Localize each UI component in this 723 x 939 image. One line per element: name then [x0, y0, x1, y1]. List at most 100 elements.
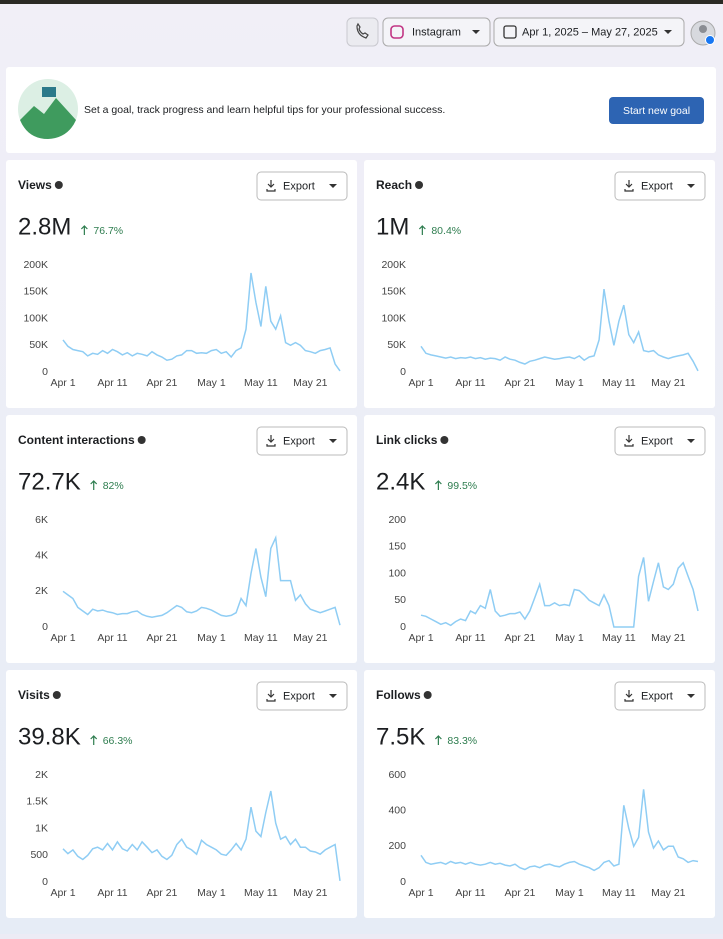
y-tick-label: 100K — [23, 312, 48, 324]
y-tick-label: 200 — [388, 514, 406, 526]
line — [62, 272, 341, 372]
x-tick-label: Apr 21 — [504, 632, 535, 644]
download-icon — [266, 435, 276, 447]
y-tick-label: 50K — [387, 339, 406, 351]
info-icon[interactable] — [54, 181, 63, 189]
platform-label: Instagram — [412, 26, 461, 38]
y-tick-label: 4K — [35, 549, 48, 561]
metric-card — [364, 415, 715, 663]
metric-change: 80.4% — [431, 225, 461, 237]
y-tick-label: 1.5K — [26, 796, 48, 808]
x-tick-label: Apr 11 — [97, 887, 127, 899]
y-tick-label: 200 — [388, 840, 406, 852]
up-arrow — [434, 480, 442, 490]
y-tick-label: 150 — [388, 541, 406, 553]
export-button[interactable] — [614, 171, 706, 201]
download-icon — [266, 180, 276, 192]
y-tick-label: 50K — [29, 339, 48, 351]
info-icon[interactable] — [440, 436, 449, 444]
x-tick-label: May 11 — [244, 632, 278, 644]
x-tick-label: Apr 21 — [504, 887, 535, 899]
metric-change: 83.3% — [447, 735, 477, 747]
x-tick-label: Apr 11 — [97, 377, 127, 389]
y-tick-label: 400 — [388, 804, 406, 816]
y-tick-label: 0 — [400, 366, 406, 378]
card-title: Visits — [18, 688, 50, 702]
up-arrow — [80, 225, 88, 235]
y-tick-label: 150K — [23, 286, 48, 298]
x-tick-label: Apr 1 — [50, 632, 75, 644]
export-label: Export — [641, 435, 673, 447]
metric-total: 7.5K — [376, 723, 425, 750]
metric-total: 72.7K — [18, 468, 81, 495]
x-tick-label: Apr 1 — [408, 377, 433, 389]
metric-card — [364, 160, 715, 408]
x-tick-label: Apr 11 — [455, 632, 485, 644]
line — [62, 535, 341, 626]
export-button[interactable] — [256, 171, 348, 201]
card-title: Content interactions — [18, 433, 135, 447]
caret — [329, 694, 337, 698]
download-icon — [624, 690, 634, 702]
x-tick-label: May 11 — [602, 887, 636, 899]
y-tick-label: 200K — [23, 259, 48, 271]
y-tick-label: 500 — [30, 849, 48, 861]
info-icon[interactable] — [423, 691, 432, 699]
start-goal-button[interactable] — [609, 97, 704, 124]
y-tick-label: 2K — [35, 769, 48, 781]
x-tick-label: Apr 1 — [50, 887, 75, 899]
card-title: Views — [18, 178, 52, 192]
instagram-icon — [390, 25, 404, 39]
card-title: Follows — [376, 688, 421, 702]
x-tick-label: Apr 21 — [146, 632, 177, 644]
caret — [687, 184, 695, 188]
y-tick-label: 0 — [400, 621, 406, 633]
metric-card — [6, 415, 357, 663]
start-goal-label: Start new goal — [623, 105, 690, 117]
metric-change: 99.5% — [447, 480, 477, 492]
caret — [329, 439, 337, 443]
metric-total: 2.8M — [18, 213, 71, 240]
line — [420, 557, 699, 628]
metric-card — [364, 670, 715, 918]
x-tick-label: Apr 1 — [50, 377, 75, 389]
x-tick-label: May 11 — [244, 377, 278, 389]
export-button[interactable] — [256, 426, 348, 456]
up-arrow — [418, 225, 426, 235]
metric-card — [6, 160, 357, 408]
line — [420, 288, 699, 372]
x-tick-label: May 1 — [197, 377, 226, 389]
export-button[interactable] — [614, 426, 706, 456]
platform-dropdown[interactable] — [382, 17, 491, 47]
x-tick-label: May 11 — [602, 377, 636, 389]
x-tick-label: May 21 — [293, 377, 328, 389]
info-icon[interactable] — [137, 436, 146, 444]
x-tick-label: Apr 11 — [455, 887, 485, 899]
x-tick-label: May 21 — [293, 887, 328, 899]
up-arrow — [90, 480, 98, 490]
info-icon[interactable] — [415, 181, 424, 189]
y-tick-label: 1K — [35, 822, 48, 834]
metric-card — [6, 670, 357, 918]
call-button[interactable] — [346, 17, 379, 47]
info-icon[interactable] — [52, 691, 61, 699]
export-button[interactable] — [614, 681, 706, 711]
export-label: Export — [641, 690, 673, 702]
date-dropdown[interactable] — [493, 17, 685, 47]
metric-total: 2.4K — [376, 468, 425, 495]
x-tick-label: Apr 11 — [455, 377, 485, 389]
calendar-icon — [503, 25, 517, 39]
caret — [472, 30, 480, 34]
y-tick-label: 0 — [42, 876, 48, 888]
y-tick-label: 100K — [381, 312, 406, 324]
caret — [687, 439, 695, 443]
up-arrow — [90, 735, 98, 745]
export-button[interactable] — [256, 681, 348, 711]
y-tick-label: 6K — [35, 514, 48, 526]
top-bar — [0, 0, 723, 4]
x-tick-label: Apr 21 — [146, 377, 177, 389]
y-tick-label: 0 — [42, 366, 48, 378]
y-tick-label: 0 — [400, 876, 406, 888]
export-label: Export — [283, 690, 315, 702]
